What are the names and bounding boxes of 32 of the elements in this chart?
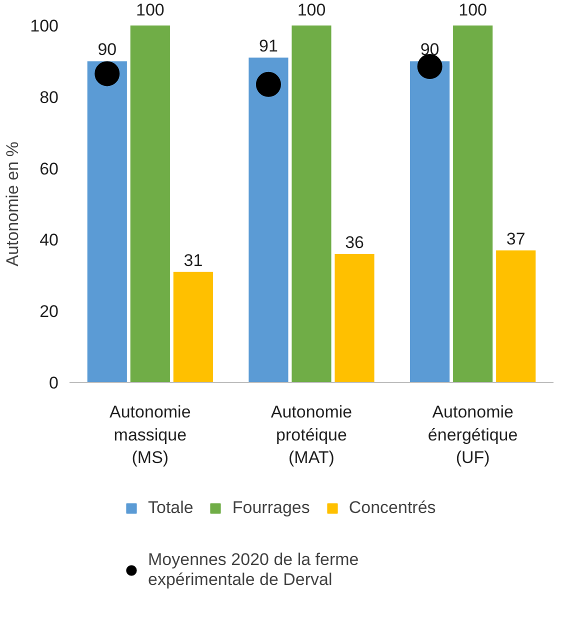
bar <box>130 26 170 382</box>
legend-label: Concentrés <box>348 498 436 518</box>
bar <box>173 272 213 382</box>
data-label: 91 <box>259 36 278 56</box>
y-tick-label: 0 <box>49 374 59 392</box>
y-tick-label: 40 <box>40 230 59 250</box>
x-tick-label: Autonomie protéique (MAT) <box>270 402 352 468</box>
y-tick-label: 100 <box>30 16 59 36</box>
bar <box>453 26 493 382</box>
x-tick-label: Autonomie énergétique (UF) <box>428 402 518 468</box>
data-label: 100 <box>297 0 326 20</box>
bar <box>248 58 288 382</box>
data-label: 100 <box>136 0 164 20</box>
data-label: 100 <box>458 0 488 20</box>
bar <box>292 26 332 382</box>
y-tick-label: 80 <box>40 88 59 107</box>
x-tick-label: Autonomie massique (MS) <box>110 402 191 468</box>
data-label: 90 <box>420 40 440 60</box>
bar <box>410 61 450 382</box>
data-label: 90 <box>98 40 117 60</box>
data-label: 36 <box>345 232 364 252</box>
data-label: 37 <box>506 229 526 248</box>
bar <box>334 254 374 382</box>
y-axis-title: Autonomie en % <box>3 142 22 266</box>
legend-label: Moyennes 2020 de la ferme expérimentale de Derval <box>148 550 359 590</box>
y-tick-label: 20 <box>40 302 59 322</box>
legend-label: Fourrages <box>232 498 310 518</box>
data-label: 31 <box>184 250 203 270</box>
legend-label: Totale <box>148 498 194 518</box>
y-tick-label: 60 <box>40 159 59 178</box>
bar <box>87 61 127 382</box>
bar <box>496 250 536 382</box>
